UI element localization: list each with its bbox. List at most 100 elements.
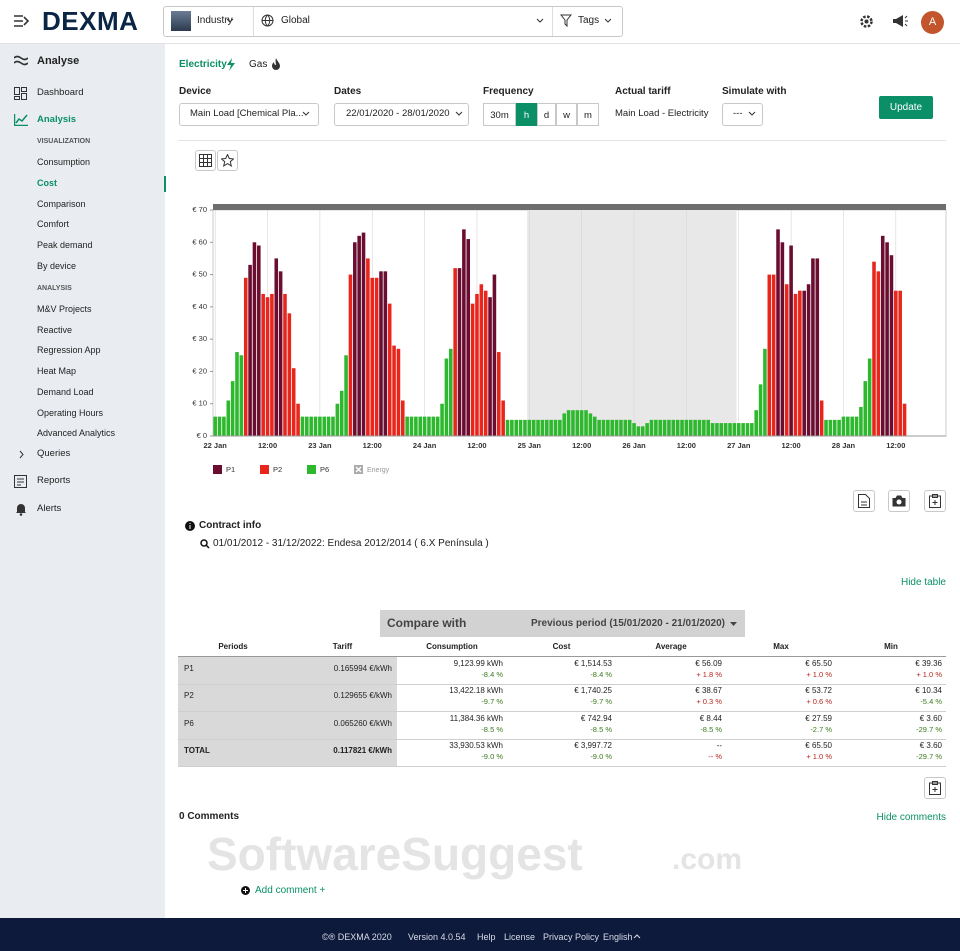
nav-item[interactable]: M&V Projects	[37, 304, 92, 314]
nav-item[interactable]: By device	[37, 261, 77, 271]
bar	[758, 384, 763, 436]
cell-change: -5.4 %	[920, 697, 942, 707]
nav-item[interactable]: Consumption	[37, 157, 91, 167]
frequency-button[interactable]: h	[516, 103, 537, 126]
context-selector[interactable]	[163, 6, 623, 37]
location[interactable]: Global	[281, 15, 310, 26]
frequency-button[interactable]: w	[556, 103, 577, 126]
row-border	[178, 739, 946, 740]
avatar[interactable]: A	[921, 11, 944, 34]
version: Version 4.0.54	[408, 932, 466, 942]
footer-link[interactable]: Privacy Policy	[543, 932, 600, 942]
column-header: Periods	[218, 642, 248, 651]
bar	[440, 403, 444, 436]
nav-item[interactable]: Comfort	[37, 219, 70, 230]
bar	[636, 426, 641, 436]
bar	[366, 258, 370, 436]
bar	[898, 290, 902, 436]
x-tick-label: 27 Jan	[727, 441, 751, 450]
bar	[798, 290, 802, 436]
nav-item[interactable]: Heat Map	[37, 366, 77, 377]
separator	[178, 140, 946, 141]
nav-item[interactable]: Demand Load	[37, 386, 94, 397]
nav-reports[interactable]: Reports	[37, 475, 71, 486]
dates-select[interactable]	[334, 103, 469, 126]
bar	[771, 274, 776, 436]
nav-item[interactable]: Cost	[37, 177, 57, 188]
nav-item[interactable]: Regression App	[37, 345, 101, 356]
nav-analyse[interactable]: Analyse	[37, 55, 80, 67]
divider	[253, 7, 254, 36]
menu-icon[interactable]	[14, 14, 30, 28]
compare-period[interactable]: Previous period (15/01/2020 - 21/01/2020…	[531, 618, 725, 629]
bar	[811, 258, 815, 436]
bar	[723, 423, 728, 436]
tariff: Main Load - Electricity	[615, 108, 709, 119]
bar	[409, 416, 414, 436]
section-heading: VISUALIZATION	[37, 138, 91, 145]
nav-queries[interactable]: Queries	[37, 448, 71, 459]
bar	[213, 416, 217, 436]
nav-item[interactable]: Advanced Analytics	[37, 428, 116, 439]
frequency-button[interactable]: m	[577, 103, 599, 126]
bar	[750, 423, 754, 436]
tab-electricity[interactable]: Electricity	[179, 59, 227, 70]
footer-link[interactable]: License	[504, 932, 536, 942]
bar	[418, 416, 423, 436]
y-tick-label: € 60	[192, 237, 207, 246]
nav-analysis[interactable]: Analysis	[37, 114, 77, 125]
bar	[876, 271, 881, 436]
contract-title: Contract info	[199, 520, 262, 531]
announcements-icon[interactable]	[892, 14, 908, 28]
y-tick-label: € 50	[192, 270, 207, 279]
footer	[0, 918, 960, 951]
add-comment-link[interactable]: Add comment +	[255, 885, 326, 896]
bar	[331, 416, 335, 436]
nav-item[interactable]: Reactive	[37, 324, 73, 335]
bar	[462, 229, 466, 436]
favorite-button[interactable]	[217, 150, 238, 171]
nav-item[interactable]: Comparison	[37, 198, 86, 209]
hide-table-link[interactable]: Hide table	[900, 577, 946, 588]
y-tick-label: € 40	[192, 302, 207, 311]
settings-icon[interactable]	[859, 14, 874, 29]
bar	[880, 235, 885, 436]
simulate-select[interactable]	[722, 103, 763, 126]
bar	[863, 381, 868, 436]
bar	[444, 358, 449, 436]
bar	[824, 419, 828, 436]
tags[interactable]: Tags	[578, 15, 600, 26]
table-view-button[interactable]	[195, 150, 216, 171]
chevron-up	[633, 934, 641, 939]
nav-alerts[interactable]: Alerts	[37, 503, 62, 514]
nav-item[interactable]: Peak demand	[37, 240, 93, 251]
bar	[230, 381, 235, 436]
y-tick-label: € 10	[192, 399, 207, 408]
tab-gas[interactable]: Gas	[249, 59, 268, 70]
logo[interactable]: DEXMA	[42, 6, 139, 36]
nav-item[interactable]: Operating Hours	[37, 407, 104, 418]
bar	[688, 419, 693, 436]
bar	[802, 290, 806, 436]
frequency-button[interactable]: 30m	[483, 103, 516, 126]
nav-dashboard[interactable]: Dashboard	[37, 87, 84, 98]
footer-link[interactable]: Help	[477, 932, 496, 942]
update-button[interactable]: Update	[879, 96, 933, 119]
bar	[684, 419, 689, 436]
x-tick-label: 22 Jan	[204, 441, 228, 450]
electricity-icon	[227, 58, 235, 71]
frequency-button[interactable]: d	[537, 103, 556, 126]
language[interactable]: English	[603, 932, 633, 942]
bar	[361, 232, 366, 436]
bar	[422, 416, 427, 436]
filter-icon	[560, 14, 572, 27]
pdf-icon	[858, 494, 870, 508]
device-select[interactable]	[179, 103, 319, 126]
legend-label: P1	[226, 465, 235, 474]
watermark: SoftwareSuggest	[207, 828, 583, 880]
site-name[interactable]: Industry	[197, 15, 233, 26]
bar	[667, 419, 671, 436]
legend-swatch	[307, 465, 316, 474]
bar	[549, 419, 553, 436]
hide-comments-link[interactable]: Hide comments	[876, 812, 946, 823]
